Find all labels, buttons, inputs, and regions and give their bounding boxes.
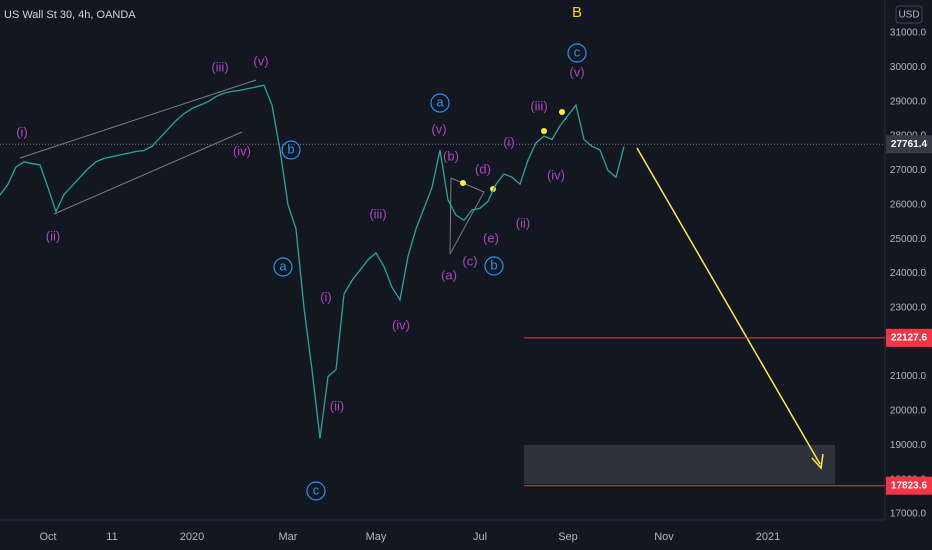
level-tag [886,476,932,495]
channel-line [19,79,257,159]
y-tick-label: 29000.0 [890,96,927,107]
wave-circle [306,481,326,501]
target-zone [524,445,835,484]
y-tick-label: 25000.0 [890,234,927,245]
currency-box [895,5,923,24]
wave-label: (iii) [369,206,386,221]
wave-label: (iii) [530,98,547,113]
wave-label: (ii) [330,398,344,413]
wave-label: b [287,141,294,156]
channel-line [53,131,243,215]
arrow-head [811,453,824,470]
level-tag [886,328,932,347]
wave-label: (v) [253,53,268,68]
x-tick-label: 2020 [180,531,204,543]
wave-label: (v) [431,121,446,136]
last-price-label: 27761.4 [891,139,928,150]
wave-label: (ii) [516,215,530,230]
triangle [449,177,485,255]
wave-label: (iv) [233,143,251,158]
x-tick-label: Sep [558,531,578,543]
y-tick-label: 21000.0 [890,371,927,382]
projection-arrow [636,147,821,465]
wave-label: (iv) [392,317,410,332]
x-tick-label: Mar [279,531,298,543]
wave-label: b [490,257,497,272]
wave-label: c [313,482,320,497]
wave-label: (c) [462,253,477,268]
wave-label: (v) [569,64,584,79]
wave-label: (i) [320,289,332,304]
wave-circle [273,257,293,277]
x-tick-label: 2021 [756,531,780,543]
wave-label: (iv) [547,167,565,182]
wave-label: (d) [475,161,491,176]
pivot-dot [559,109,565,115]
pivot-dot [460,180,466,186]
level-label: 22127.6 [891,332,928,343]
y-tick-label: 27000.0 [890,165,927,176]
x-tick-label: 11 [106,531,117,543]
y-tick-label: 26000.0 [890,199,927,210]
y-tick-label: 20000.0 [890,406,927,417]
wave-label: a [436,94,444,109]
wave-label: (b) [443,148,459,163]
wave-circle [567,43,587,63]
wave-label: (i) [503,134,515,149]
x-tick-label: May [366,531,387,543]
y-tick-label: 23000.0 [890,302,927,313]
wave-label: (iii) [211,59,228,74]
y-tick-label: 31000.0 [890,28,927,39]
y-tick-label: 30000.0 [890,62,927,73]
y-tick-label: 17000.0 [890,509,927,520]
currency: USD [898,10,919,21]
wave-label: c [574,44,581,59]
x-tick-label: Jul [473,531,487,543]
x-tick-label: Nov [654,531,674,543]
wave-label: (ii) [46,228,60,243]
y-tick-label: 19000.0 [890,440,927,451]
x-tick-label: Oct [39,531,56,543]
last-price-tag [886,135,932,154]
wave-label: (i) [16,124,28,139]
wave-label: (e) [483,230,499,245]
level-label: 17823.6 [891,480,928,491]
y-tick-label: 24000.0 [890,268,927,279]
price-line [0,84,625,439]
wave-circle [484,256,504,276]
wave-label: a [279,258,287,273]
wave-circle [430,93,450,113]
wave-label: B [572,4,582,21]
chart-title: US Wall St 30, 4h, OANDA [4,9,136,21]
wave-circle [281,140,301,160]
pivot-dot [541,128,547,134]
wave-label: (a) [441,267,457,282]
